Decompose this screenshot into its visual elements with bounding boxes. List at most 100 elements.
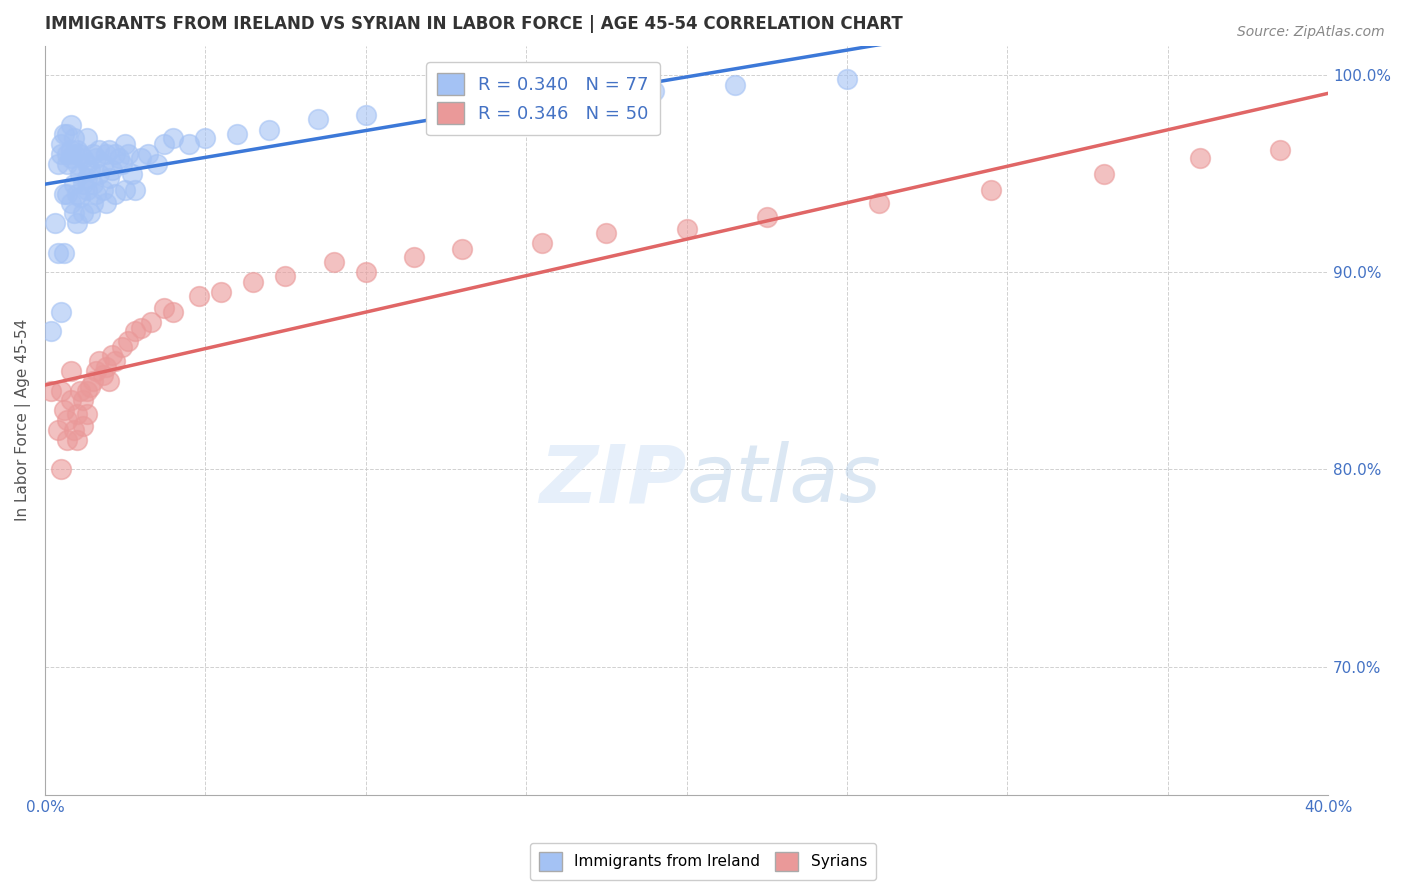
Point	[755, 210, 778, 224]
Point	[82, 147, 104, 161]
Point	[59, 151, 82, 165]
Point	[72, 393, 94, 408]
Point	[91, 368, 114, 382]
Point	[91, 183, 114, 197]
Point	[434, 97, 457, 112]
Point	[91, 157, 114, 171]
Point	[56, 433, 79, 447]
Point	[194, 131, 217, 145]
Point	[89, 354, 111, 368]
Point	[868, 196, 890, 211]
Point	[152, 301, 174, 315]
Point	[53, 186, 76, 201]
Point	[98, 374, 121, 388]
Point	[56, 157, 79, 171]
Point	[66, 157, 89, 171]
Point	[69, 147, 91, 161]
Point	[69, 167, 91, 181]
Point	[152, 137, 174, 152]
Point	[56, 413, 79, 427]
Point	[53, 245, 76, 260]
Point	[117, 334, 139, 349]
Point	[84, 151, 107, 165]
Point	[49, 305, 72, 319]
Point	[242, 275, 264, 289]
Point	[84, 186, 107, 201]
Point	[76, 157, 98, 171]
Point	[62, 423, 84, 437]
Point	[322, 255, 344, 269]
Point	[162, 131, 184, 145]
Point	[49, 384, 72, 398]
Point	[354, 265, 377, 279]
Point	[531, 92, 554, 106]
Point	[79, 379, 101, 393]
Point	[139, 315, 162, 329]
Point	[402, 250, 425, 264]
Point	[69, 384, 91, 398]
Point	[44, 216, 66, 230]
Point	[66, 143, 89, 157]
Point	[98, 170, 121, 185]
Point	[53, 128, 76, 142]
Point	[307, 112, 329, 126]
Point	[56, 128, 79, 142]
Point	[835, 72, 858, 87]
Point	[69, 190, 91, 204]
Point	[117, 147, 139, 161]
Point	[66, 407, 89, 421]
Point	[56, 186, 79, 201]
Point	[124, 183, 146, 197]
Text: ZIP: ZIP	[538, 442, 686, 519]
Point	[111, 340, 134, 354]
Point	[62, 177, 84, 191]
Point	[66, 216, 89, 230]
Point	[62, 206, 84, 220]
Point	[46, 245, 69, 260]
Point	[136, 147, 159, 161]
Point	[643, 84, 665, 98]
Text: Source: ZipAtlas.com: Source: ZipAtlas.com	[1237, 25, 1385, 39]
Point	[59, 196, 82, 211]
Point	[129, 320, 152, 334]
Point	[62, 131, 84, 145]
Point	[101, 162, 124, 177]
Point	[146, 157, 169, 171]
Point	[94, 359, 117, 374]
Point	[82, 196, 104, 211]
Point	[124, 325, 146, 339]
Point	[72, 206, 94, 220]
Point	[72, 177, 94, 191]
Point	[76, 384, 98, 398]
Point	[56, 147, 79, 161]
Y-axis label: In Labor Force | Age 45-54: In Labor Force | Age 45-54	[15, 319, 31, 521]
Point	[89, 143, 111, 157]
Point	[129, 151, 152, 165]
Point	[179, 137, 201, 152]
Point	[53, 403, 76, 417]
Point	[59, 364, 82, 378]
Point	[84, 364, 107, 378]
Point	[94, 147, 117, 161]
Point	[675, 222, 697, 236]
Point	[114, 183, 136, 197]
Point	[98, 143, 121, 157]
Point	[104, 354, 127, 368]
Point	[82, 177, 104, 191]
Point	[76, 183, 98, 197]
Point	[980, 183, 1002, 197]
Point	[354, 108, 377, 122]
Point	[451, 242, 474, 256]
Point	[94, 196, 117, 211]
Point	[66, 186, 89, 201]
Point	[274, 269, 297, 284]
Point	[72, 419, 94, 434]
Point	[59, 118, 82, 132]
Point	[72, 151, 94, 165]
Point	[66, 433, 89, 447]
Point	[531, 235, 554, 250]
Point	[114, 137, 136, 152]
Point	[39, 325, 62, 339]
Point	[49, 137, 72, 152]
Point	[89, 167, 111, 181]
